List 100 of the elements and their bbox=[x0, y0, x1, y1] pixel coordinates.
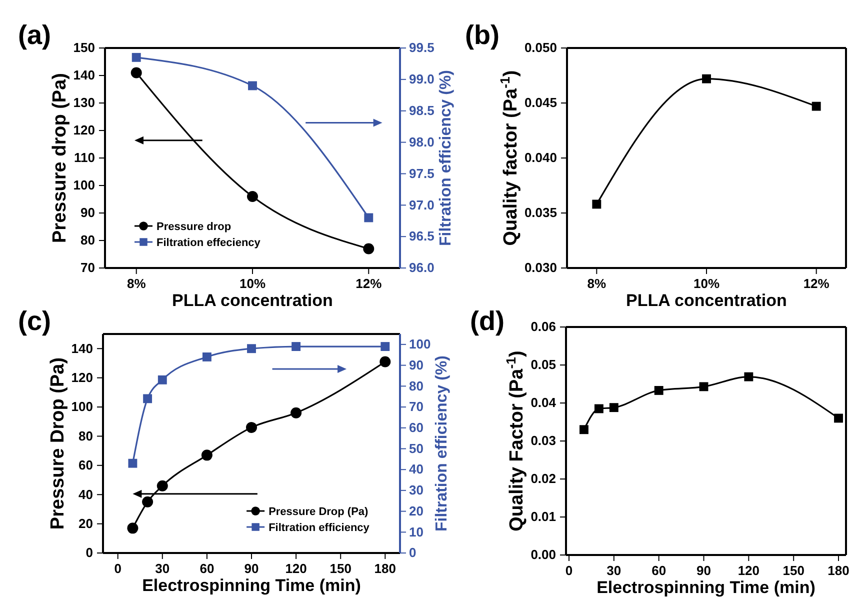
x-tick-label: 12% bbox=[356, 276, 382, 292]
x-tick-label: 30 bbox=[155, 561, 170, 576]
x-axis-title: PLLA concentration bbox=[626, 291, 787, 310]
y-tick-label: 120 bbox=[71, 370, 93, 385]
point bbox=[143, 394, 152, 404]
y-tick-label: 0.045 bbox=[524, 95, 557, 110]
y-tick-label: 40 bbox=[78, 486, 93, 502]
y-tick-label: 70 bbox=[80, 260, 95, 276]
x-axis-title: Electrospinning Time (min) bbox=[142, 576, 361, 595]
y2-axis-title: Filtration efficiency (%) bbox=[437, 70, 454, 246]
point bbox=[594, 404, 604, 414]
point bbox=[156, 480, 168, 492]
x-tick-label: 90 bbox=[696, 563, 711, 578]
point bbox=[364, 213, 374, 222]
point bbox=[834, 414, 843, 423]
point bbox=[290, 407, 302, 418]
y-tick-label: 80 bbox=[78, 428, 93, 444]
y2-tick-label: 96.0 bbox=[409, 260, 434, 276]
y-axis-title: Pressure Drop (Pa) bbox=[47, 357, 68, 530]
y-axis-title: Pressure drop (Pa) bbox=[49, 73, 70, 243]
x-tick-label: 0 bbox=[114, 561, 122, 576]
x-tick-label: 8% bbox=[587, 276, 606, 292]
y-tick-label: 20 bbox=[78, 516, 93, 531]
y-tick-label: 130 bbox=[73, 95, 95, 110]
y2-tick-label: 96.5 bbox=[409, 228, 434, 244]
point bbox=[380, 342, 390, 351]
x-tick-label: 8% bbox=[126, 276, 146, 292]
y-tick-label: 0.00 bbox=[530, 547, 556, 562]
point bbox=[699, 382, 708, 392]
y-tick-label: 0.06 bbox=[530, 319, 556, 334]
point bbox=[128, 458, 138, 468]
point bbox=[744, 372, 754, 382]
point bbox=[127, 522, 138, 534]
legend-label: Pressure Drop (Pa) bbox=[268, 506, 369, 518]
x-tick-label: 0 bbox=[565, 563, 573, 578]
legend-label: Pressure drop bbox=[156, 221, 232, 233]
point bbox=[592, 200, 602, 209]
y-tick-label: 0.02 bbox=[530, 471, 556, 486]
y-tick-label: 0.04 bbox=[530, 395, 557, 410]
y-tick-label: 110 bbox=[74, 150, 95, 166]
point bbox=[142, 496, 154, 508]
chart-title: (c) bbox=[18, 306, 51, 336]
x-tick-label: 120 bbox=[285, 561, 307, 576]
point bbox=[158, 375, 167, 384]
x-tick-label: 150 bbox=[782, 563, 804, 578]
x-tick-label: 120 bbox=[738, 563, 760, 578]
y-tick-label: 100 bbox=[71, 399, 93, 414]
x-tick-label: 12% bbox=[803, 276, 830, 292]
point bbox=[201, 450, 212, 461]
point bbox=[292, 342, 301, 351]
y-tick-label: 90 bbox=[80, 205, 95, 220]
point bbox=[247, 191, 258, 202]
y-tick-label: 0.035 bbox=[524, 205, 557, 220]
x-tick-label: 150 bbox=[330, 561, 352, 576]
y2-tick-label: 0 bbox=[409, 545, 416, 560]
legend-label: Filtration effeciency bbox=[156, 237, 262, 249]
x-tick-label: 180 bbox=[374, 561, 396, 576]
y-tick-label: 140 bbox=[71, 340, 93, 356]
y-tick-label: 0 bbox=[86, 545, 93, 560]
y-tick-label: 80 bbox=[80, 232, 95, 248]
x-axis-title: PLLA concentration bbox=[172, 291, 333, 310]
point bbox=[579, 425, 588, 434]
y-tick-label: 100 bbox=[73, 178, 95, 193]
y2-tick-label: 10 bbox=[409, 524, 424, 540]
chart-title: (a) bbox=[18, 20, 51, 50]
x-tick-label: 90 bbox=[244, 561, 259, 576]
point bbox=[812, 102, 821, 111]
point bbox=[363, 243, 374, 254]
y-tick-label: 0.03 bbox=[530, 433, 556, 448]
point bbox=[380, 356, 391, 368]
y-tick-label: 0.030 bbox=[524, 260, 557, 276]
point bbox=[248, 81, 257, 90]
y2-tick-label: 97.5 bbox=[409, 166, 434, 181]
x-axis-title: Electrospinning Time (min) bbox=[596, 578, 816, 597]
y2-tick-label: 50 bbox=[409, 440, 424, 456]
legend-label: Filtration efficiency bbox=[268, 522, 370, 534]
y-tick-label: 0.05 bbox=[530, 357, 556, 372]
y-tick-label: 60 bbox=[78, 458, 93, 473]
point bbox=[654, 386, 664, 395]
point bbox=[202, 352, 212, 362]
y2-tick-label: 30 bbox=[409, 482, 424, 498]
y2-axis-title: Filtration efficiency (%) bbox=[434, 355, 451, 532]
y-tick-label: 0.01 bbox=[530, 509, 556, 524]
x-tick-label: 10% bbox=[239, 276, 266, 292]
y2-tick-label: 90 bbox=[409, 357, 424, 372]
y2-tick-label: 80 bbox=[409, 378, 424, 394]
y-tick-label: 120 bbox=[73, 122, 95, 138]
point bbox=[130, 67, 142, 78]
y2-tick-label: 100 bbox=[409, 336, 431, 352]
point bbox=[609, 403, 618, 412]
point bbox=[702, 74, 711, 84]
y2-tick-label: 70 bbox=[409, 399, 424, 414]
y2-tick-label: 20 bbox=[409, 503, 424, 518]
x-tick-label: 10% bbox=[693, 276, 720, 292]
chart-title: (d) bbox=[470, 306, 504, 336]
chart-title: (b) bbox=[465, 20, 500, 50]
point bbox=[247, 344, 256, 354]
y-tick-label: 150 bbox=[73, 40, 95, 56]
y2-tick-label: 98.0 bbox=[409, 134, 434, 150]
y-tick-label: 0.050 bbox=[524, 40, 557, 56]
